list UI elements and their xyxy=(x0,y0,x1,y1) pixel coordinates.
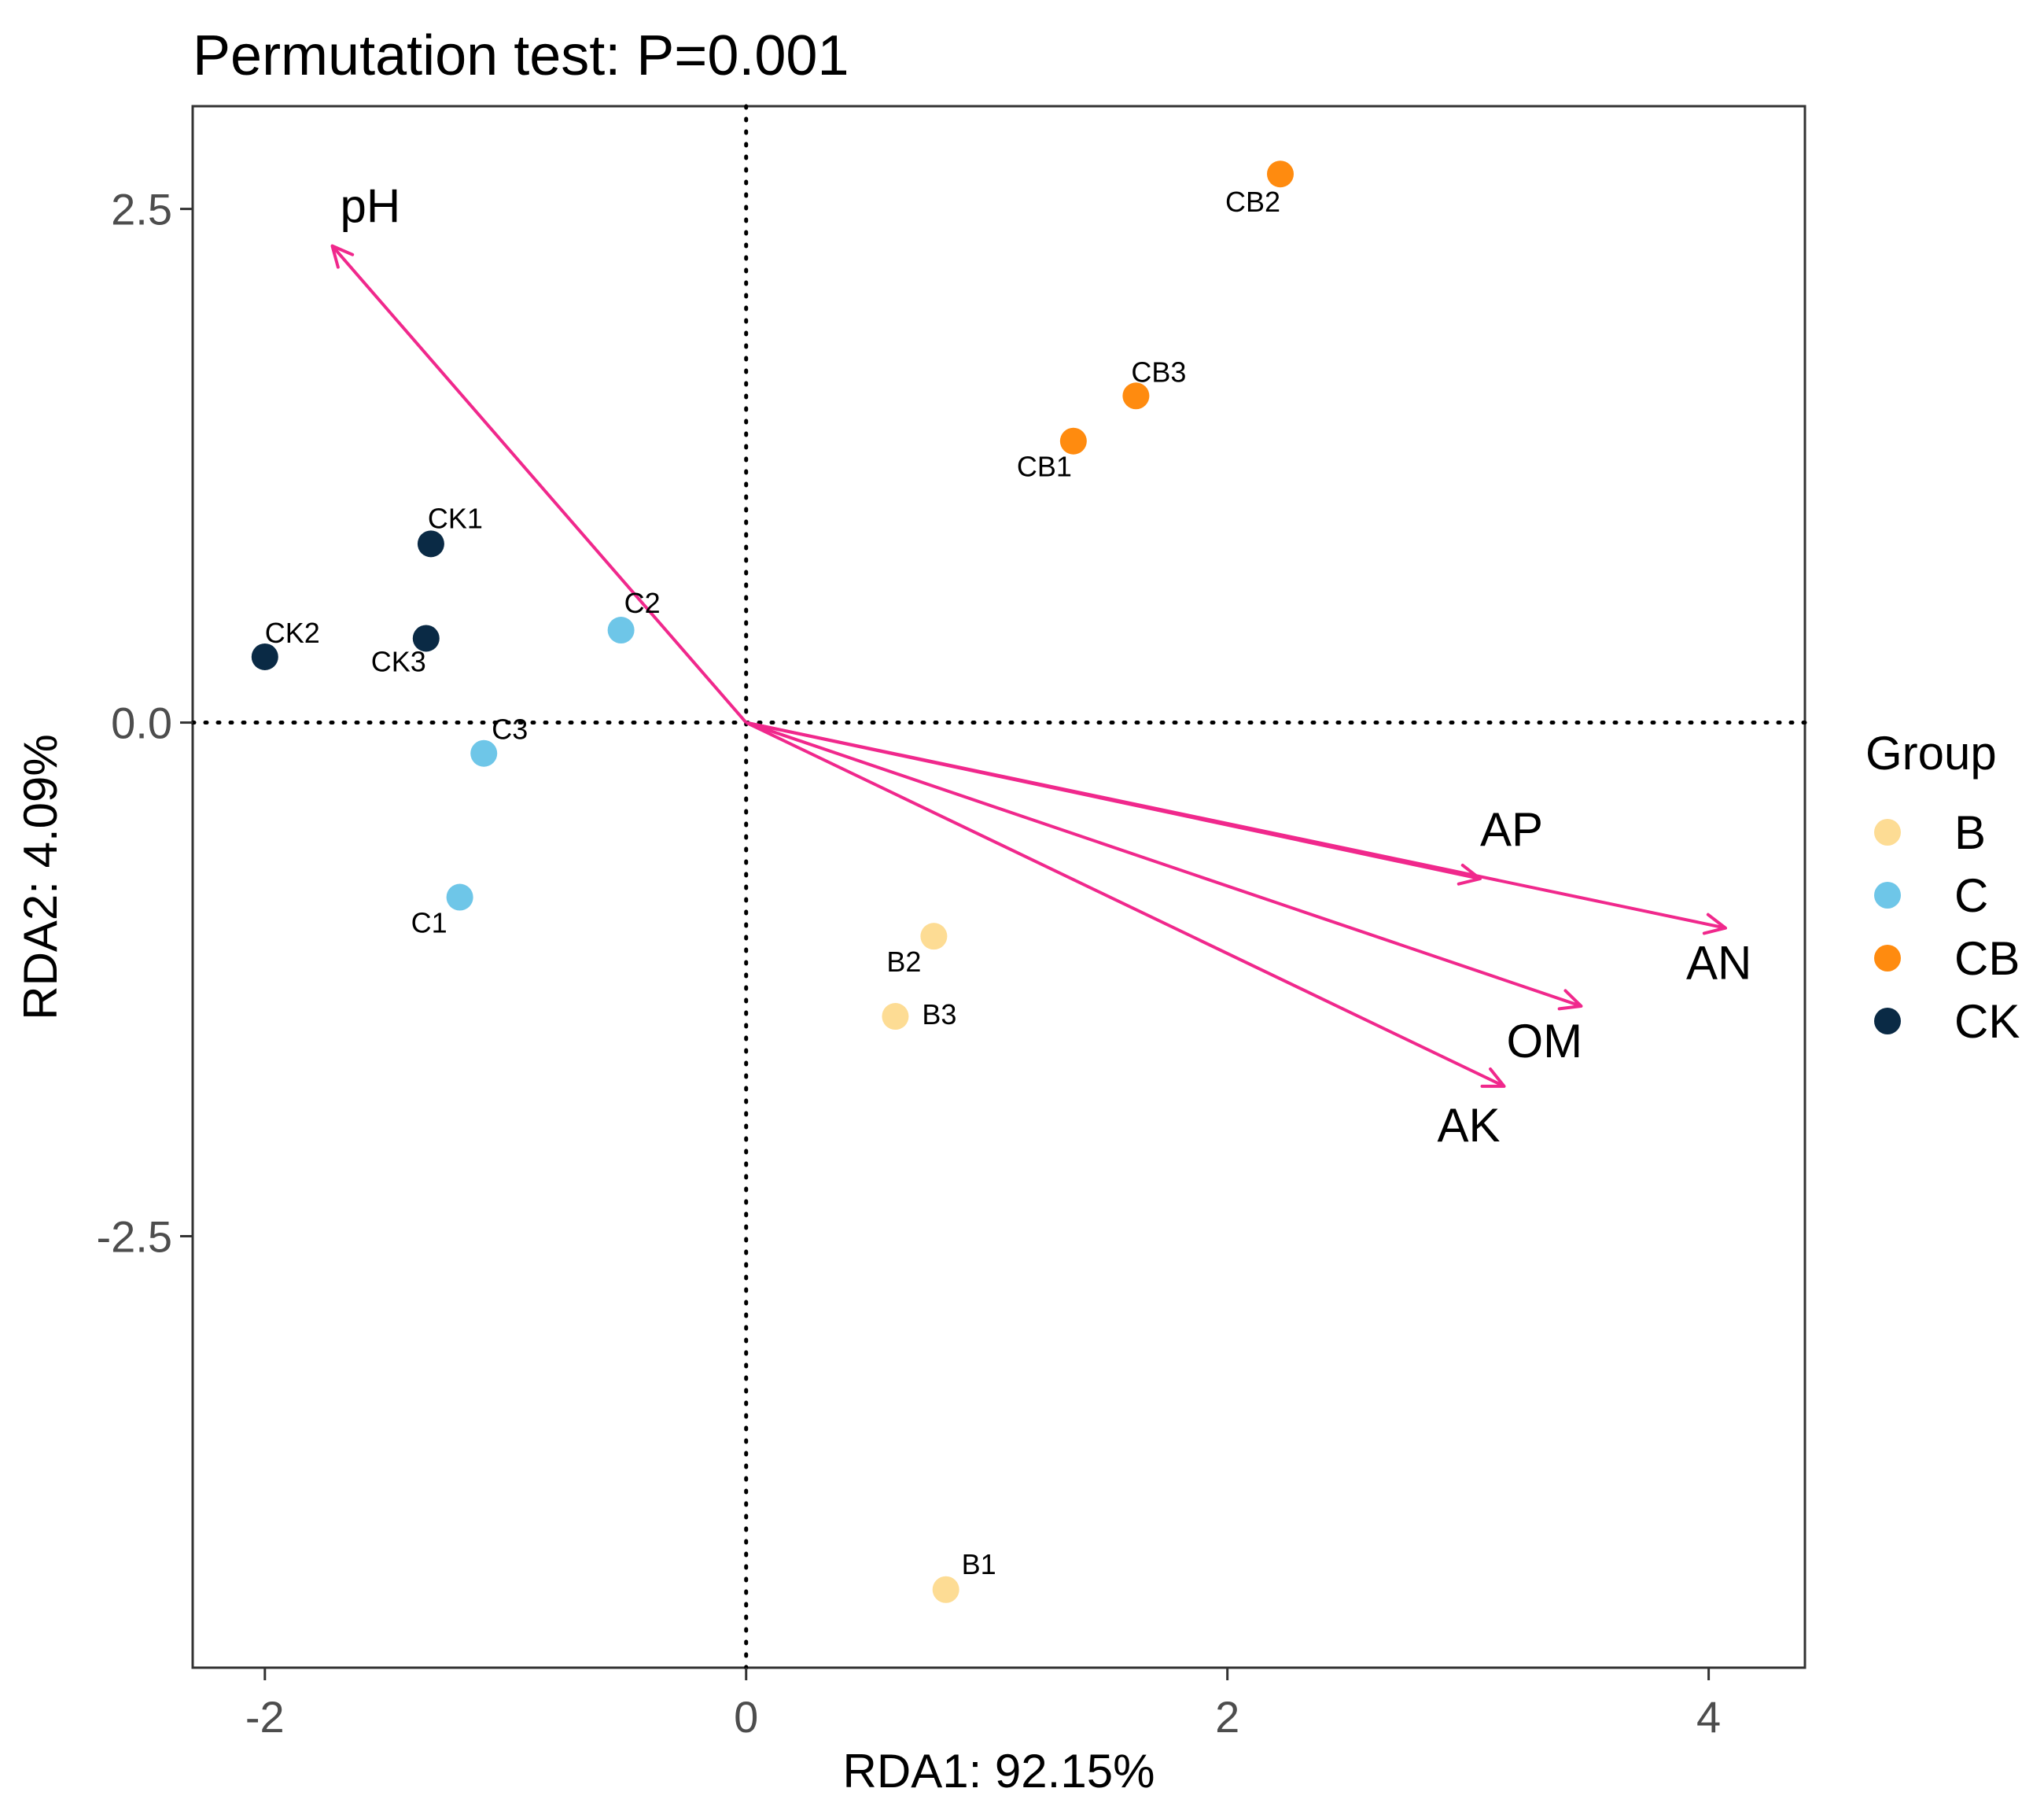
arrow-ph xyxy=(330,245,748,724)
point-cb2 xyxy=(1266,160,1294,188)
x-axis: -2 0 2 4 xyxy=(245,1668,1721,1742)
arrowhead-ak xyxy=(1480,1067,1506,1088)
arrowhead-ph xyxy=(330,244,355,269)
point-label-cb1: CB1 xyxy=(1017,451,1072,483)
point-ck1 xyxy=(417,530,444,558)
x-tick-label: 2 xyxy=(1215,1692,1239,1742)
legend-label-b: B xyxy=(1954,806,1986,859)
point-label-b2: B2 xyxy=(886,946,921,978)
point-ck3 xyxy=(412,625,440,652)
legend-label-ck: CK xyxy=(1954,995,2020,1048)
point-label-ck3: CK3 xyxy=(371,645,426,677)
x-tick-label: -2 xyxy=(245,1692,285,1742)
legend-label-c: C xyxy=(1954,869,1988,922)
point-c3 xyxy=(470,739,498,767)
arrow-label-ak: AK xyxy=(1438,1099,1501,1152)
arrow-label-ap: AP xyxy=(1480,803,1543,856)
panel-border xyxy=(191,105,1806,1669)
arrowhead-ap xyxy=(1457,863,1482,886)
point-ck2 xyxy=(251,643,278,670)
x-tick-label: 4 xyxy=(1696,1692,1721,1742)
point-label-cb2: CB2 xyxy=(1225,186,1280,218)
y-axis: 2.5 0.0 -2.5 xyxy=(97,185,193,1262)
x-tick-label: 0 xyxy=(734,1692,758,1742)
legend-swatch-b xyxy=(1874,819,1901,846)
point-label-cb3: CB3 xyxy=(1131,356,1186,388)
arrow-label-an: AN xyxy=(1686,937,1751,990)
y-tick-label: -2.5 xyxy=(97,1212,173,1262)
legend-label-cb: CB xyxy=(1954,932,2020,985)
arrowhead-om xyxy=(1557,989,1583,1011)
arrow-ak xyxy=(745,721,1505,1088)
point-label-ck2: CK2 xyxy=(265,617,320,649)
point-label-c2: C2 xyxy=(624,587,661,619)
point-b1 xyxy=(932,1576,959,1603)
point-b3 xyxy=(882,1003,909,1031)
point-cb3 xyxy=(1122,382,1150,410)
x-axis-title: RDA1: 92.15% xyxy=(843,1745,1155,1797)
point-b2 xyxy=(920,923,948,950)
arrow-an xyxy=(746,721,1726,930)
arrow-om xyxy=(746,721,1582,1008)
point-label-ck1: CK1 xyxy=(428,502,483,534)
legend-title: Group xyxy=(1865,727,1997,780)
point-label-c3: C3 xyxy=(492,713,528,746)
point-c2 xyxy=(607,617,635,644)
arrowhead-an xyxy=(1702,913,1728,935)
y-tick-label: 2.5 xyxy=(111,185,172,234)
legend: Group BC CB CK xyxy=(1865,727,2020,1048)
chart-title: Permutation test: P=0.001 xyxy=(193,24,849,87)
arrow-label-om: OM xyxy=(1506,1015,1582,1067)
point-cb1 xyxy=(1059,427,1087,455)
legend-swatch-c xyxy=(1874,882,1901,909)
y-axis-title: RDA2: 4.09% xyxy=(14,734,67,1020)
point-label-b3: B3 xyxy=(922,998,956,1031)
arrow-label-ph: pH xyxy=(340,180,400,233)
point-label-c1: C1 xyxy=(411,907,447,939)
legend-swatch-ck xyxy=(1874,1008,1901,1034)
y-tick-label: 0.0 xyxy=(111,699,172,748)
point-label-b1: B1 xyxy=(962,1548,996,1580)
point-c1 xyxy=(446,883,473,911)
legend-swatch-cb xyxy=(1874,945,1901,972)
